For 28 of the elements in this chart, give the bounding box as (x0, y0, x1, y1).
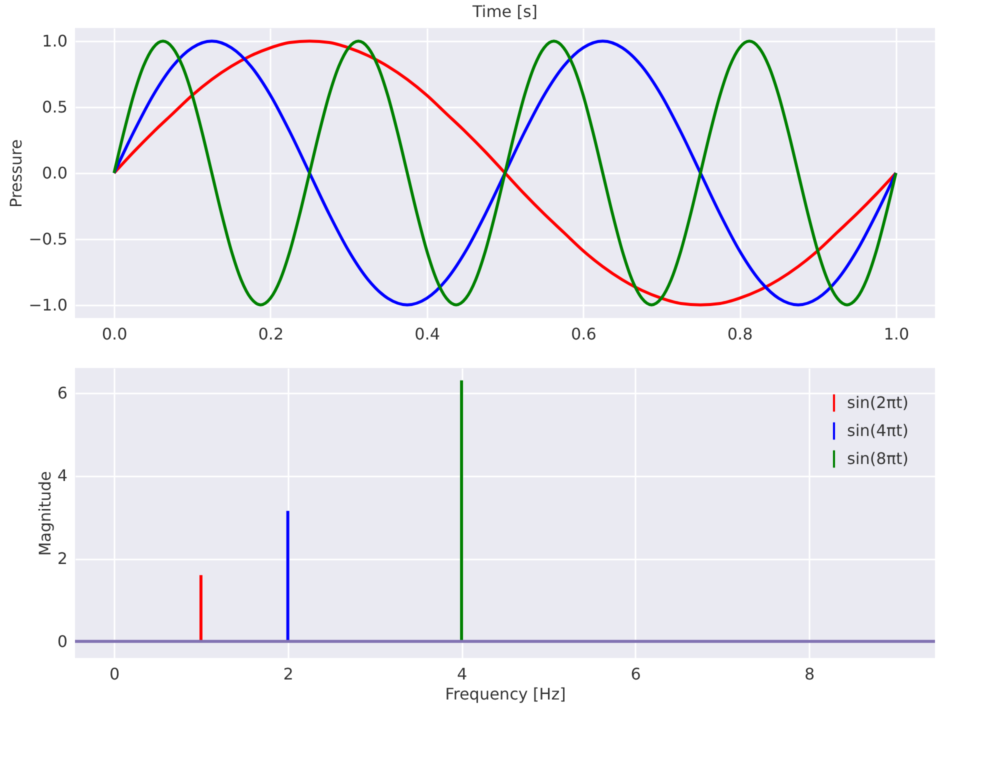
x-tick-label: 0 (109, 664, 120, 684)
x-tick-label: 4 (456, 664, 468, 684)
x-tick-label: 2 (283, 664, 294, 684)
x-tick-label: 0.2 (258, 324, 284, 344)
x-tick-label: 0.4 (414, 324, 440, 344)
y-tick-label: −0.5 (28, 229, 68, 248)
y-axis-title: Magnitude (35, 471, 54, 556)
x-tick-label: 0.8 (727, 324, 753, 344)
y-tick-label: 4 (57, 466, 68, 486)
x-tick-label: 6 (630, 664, 641, 684)
x-tick-label: 1.0 (884, 324, 910, 344)
y-axis-title: Pressure (6, 139, 26, 208)
chart-title: Time [s] (471, 2, 538, 21)
x-tick-label: 0.0 (102, 324, 128, 344)
y-tick-label: 2 (57, 549, 68, 568)
legend-label: sin(8πt) (847, 449, 908, 468)
x-axis-title: Frequency [Hz] (445, 684, 566, 704)
y-tick-label: 0 (57, 632, 68, 651)
y-tick-label: 0.0 (42, 164, 68, 182)
x-tick-label: 8 (804, 664, 815, 684)
y-tick-label: 6 (57, 383, 68, 402)
line-series (112, 40, 898, 306)
legend-label: sin(4πt) (847, 421, 908, 440)
y-tick-label: −1.0 (28, 295, 68, 314)
legend-label: sin(2πt) (847, 393, 908, 412)
y-tick-label: 1.0 (42, 32, 68, 51)
y-tick-label: 0.5 (42, 98, 68, 117)
x-tick-label: 0.6 (570, 324, 596, 344)
